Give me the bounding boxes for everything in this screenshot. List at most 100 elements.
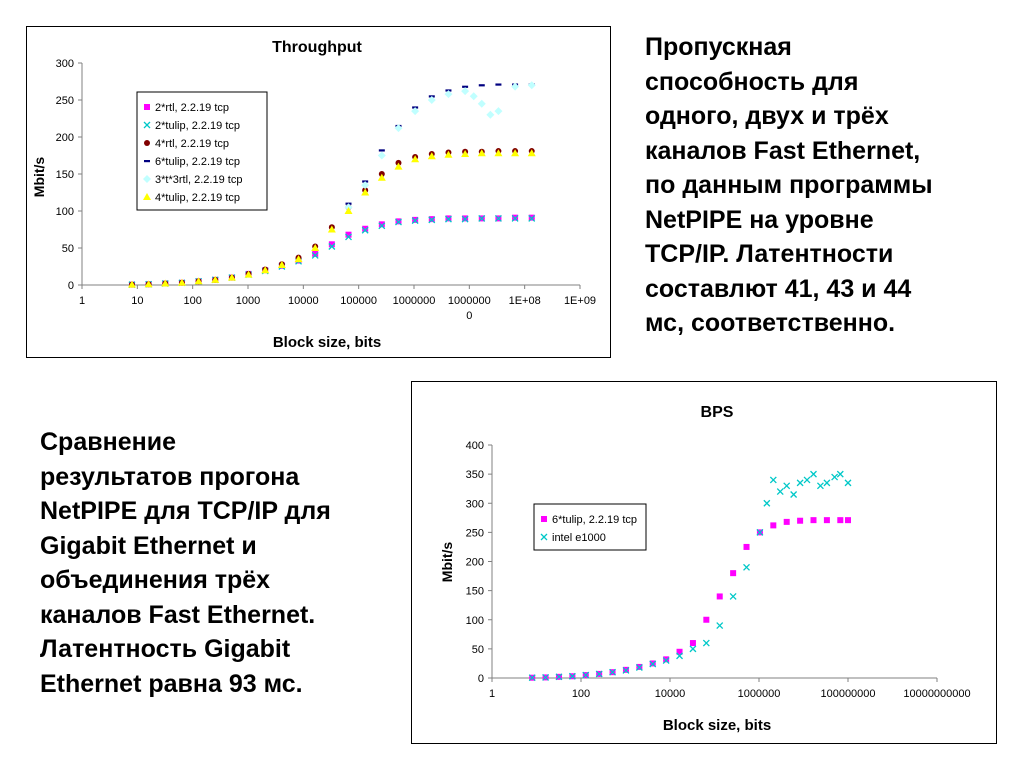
data-point [411, 155, 420, 163]
data-point [411, 217, 419, 225]
x-tick-label: 1E+08 [509, 295, 541, 307]
y-tick-label: 200 [466, 557, 484, 569]
throughput-chart: Throughput 0 50 100 150 200 250 300 1 10 100 1000 10… [31, 39, 596, 351]
chart-title: Throughput [272, 39, 362, 56]
y-tick-label: 400 [466, 440, 484, 452]
data-point [311, 244, 320, 251]
legend-entry-label: 6*tulip, 2.2.19 tcp [552, 514, 637, 526]
y-tick-label: 0 [68, 280, 74, 292]
legend: 2*rtl, 2.2.19 tcp 2*tulip, 2.2.19 tcp 4*rt… [136, 91, 268, 211]
data-point [486, 110, 495, 119]
data-point [327, 225, 336, 233]
bps-chart: BPS 0 50 100 150 200 250 300 350 400 1 100 10000 1000… [439, 404, 971, 734]
data-point [244, 270, 253, 278]
x-tick-label: 1E+09 [564, 295, 596, 307]
data-point [702, 639, 710, 647]
data-point [378, 222, 386, 230]
data-point [810, 517, 817, 524]
data-point [144, 104, 150, 110]
data-point [511, 214, 519, 222]
series-5 [344, 81, 536, 212]
data-point [294, 255, 303, 263]
data-point [527, 81, 536, 90]
legend: 6*tulip, 2.2.19 tcp intel e1000 [533, 503, 647, 551]
data-point [361, 188, 370, 196]
data-point [328, 243, 336, 250]
data-point [411, 107, 420, 116]
data-point [395, 218, 402, 226]
series-4 [345, 83, 535, 205]
data-point [663, 656, 670, 663]
data-point [478, 214, 486, 222]
data-point [427, 96, 436, 104]
y-tick-label: 150 [56, 169, 74, 181]
text-line: каналов Fast Ethernet. [40, 600, 316, 629]
legend-entry-label: 2*tulip, 2.2.19 tcp [155, 120, 240, 132]
data-point [756, 528, 764, 536]
data-point [461, 150, 470, 158]
data-point [542, 673, 550, 681]
data-point [716, 622, 724, 630]
description-text-right: Пропускная способность для одного, двух … [645, 30, 1005, 341]
data-point [797, 517, 804, 524]
data-point [461, 87, 470, 96]
data-point [477, 149, 486, 157]
data-point [609, 668, 617, 676]
data-point [143, 175, 151, 183]
data-point [444, 215, 452, 223]
text-line: каналов Fast Ethernet, [645, 136, 921, 165]
data-point [776, 488, 784, 496]
data-point [261, 266, 270, 274]
data-point [144, 280, 153, 288]
y-tick-label: 350 [466, 469, 484, 481]
x-tick-label: 1 [489, 688, 495, 700]
x-tick-label: 10000 [288, 295, 319, 307]
legend-entry-label: 4*rtl, 2.2.19 tcp [155, 138, 229, 150]
data-point [361, 226, 369, 234]
data-point [328, 241, 335, 248]
x-tick-label: 100000000 [820, 688, 875, 700]
text-line: Пропускная [645, 33, 792, 61]
data-point [462, 85, 469, 88]
data-point [394, 124, 403, 133]
data-point [689, 640, 696, 647]
text-line: одного, двух и трёх [645, 102, 889, 130]
data-point [635, 664, 643, 671]
data-point [177, 278, 186, 286]
y-tick-label: 200 [56, 132, 74, 144]
x-tick-label-wrap: 0 [466, 310, 472, 322]
text-line: Латентность Gigabit [40, 635, 291, 663]
text-line: Сравнение [40, 428, 176, 456]
data-point [494, 149, 503, 157]
data-point [783, 482, 791, 490]
data-point [494, 107, 503, 116]
x-axis-label: Block size, bits [273, 334, 381, 351]
data-point [144, 160, 150, 163]
data-point [444, 90, 453, 99]
data-point [495, 83, 502, 86]
data-point [344, 207, 353, 214]
data-point [676, 648, 683, 655]
text-line: мс, соответственно. [645, 309, 896, 337]
legend-entry-label: intel e1000 [552, 532, 606, 544]
x-tick-label: 1000000 [738, 688, 781, 700]
data-point [763, 499, 771, 507]
x-tick-label: 100 [572, 688, 590, 700]
data-point [676, 652, 684, 660]
y-tick-label: 300 [56, 58, 74, 70]
x-tick-label: 10000 [655, 688, 686, 700]
data-point [461, 215, 469, 223]
data-point [477, 99, 486, 108]
data-point [555, 673, 563, 681]
data-point [743, 563, 750, 571]
legend-box [136, 91, 268, 211]
text-line: NetPIPE на уровне [645, 205, 874, 234]
legend-entry-label: 6*tulip, 2.2.19 tcp [155, 156, 240, 168]
x-axis-label: Block size, bits [663, 717, 771, 734]
data-point [127, 280, 136, 288]
data-point [494, 214, 502, 222]
description-text-left: Сравнение результатов прогона NetPIPE дл… [40, 425, 400, 701]
x-tick-label: 10000000000 [903, 688, 970, 700]
data-point [836, 470, 844, 478]
data-point [810, 470, 817, 478]
